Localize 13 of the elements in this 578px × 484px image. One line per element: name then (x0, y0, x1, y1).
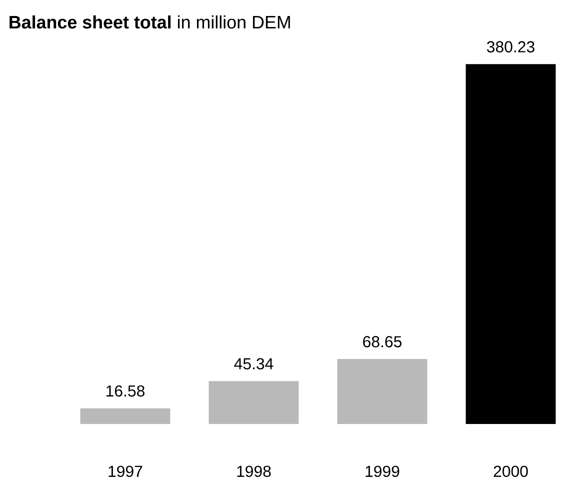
bar (337, 359, 428, 424)
data-label: 16.58 (106, 385, 144, 397)
bar (208, 381, 299, 424)
data-label: 68.65 (363, 336, 402, 348)
bar (80, 408, 170, 424)
chart-title: Balance sheet total in million DEM (10, 15, 290, 29)
data-label: 45.34 (234, 358, 274, 370)
bar (466, 64, 556, 424)
x-tick-label: 1997 (108, 466, 142, 477)
x-tick-label: 2000 (494, 466, 528, 477)
x-tick-label: 1999 (366, 466, 400, 477)
data-label: 380.23 (486, 41, 534, 52)
x-tick-label: 1998 (237, 466, 271, 477)
